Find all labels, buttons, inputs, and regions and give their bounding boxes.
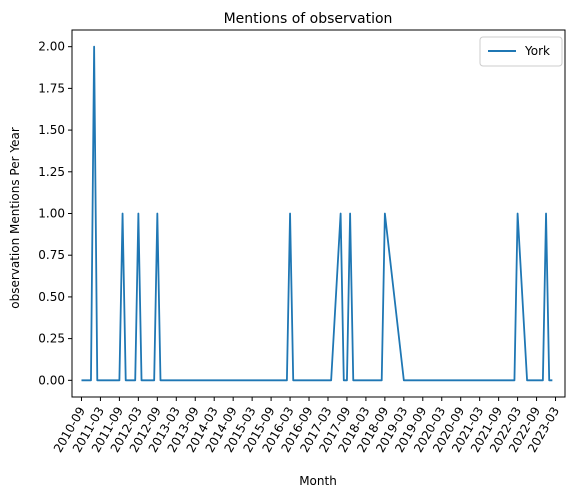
y-tick-label: 1.50 (38, 123, 65, 137)
series-line (81, 45, 553, 382)
plot-frame (71, 29, 566, 398)
y-axis-label: observation Mentions Per Year (8, 127, 22, 309)
y-tick-label: 0.50 (38, 290, 65, 304)
y-tick-label: 0.25 (38, 332, 65, 346)
y-tick-label: 2.00 (38, 40, 65, 54)
legend-label: York (524, 44, 550, 58)
y-tick-label: 1.00 (38, 207, 65, 221)
legend: York (479, 36, 563, 67)
chart-title: Mentions of observation (224, 11, 393, 27)
y-tick-label: 0.00 (38, 373, 65, 387)
y-tick-label: 1.75 (38, 81, 65, 95)
y-tick-label: 1.25 (38, 165, 65, 179)
x-axis-label: Month (299, 474, 337, 488)
legend-frame (479, 36, 563, 67)
y-tick-label: 0.75 (38, 248, 65, 262)
